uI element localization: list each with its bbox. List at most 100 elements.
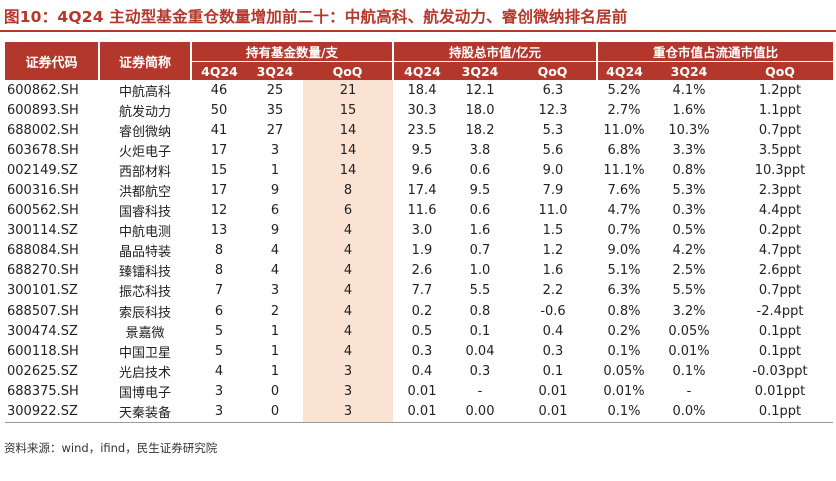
cell-ratio-3q24: 0.8% (672, 162, 706, 178)
cell-holders-4q24: 46 (210, 82, 228, 98)
cell-holders-4q24: 6 (214, 303, 224, 319)
cell-mktcap-3q24: 5.5 (469, 283, 491, 299)
cell-ratio-qoq: 0.1ppt (758, 323, 802, 339)
cell-ratio-4q24: 0.01% (603, 383, 645, 399)
cell-name: 光启技术 (118, 365, 171, 381)
cell-holders-3q24: 0 (270, 383, 280, 399)
table-row: 600118.SH 中国卫星 5 1 4 0.3 0.04 0.3 0.1% 0.01% 0.1pp… (5, 341, 833, 362)
cell-ratio-3q24: 5.5% (672, 283, 706, 299)
cell-holders-4q24: 17 (210, 142, 228, 158)
cell-ratio-4q24: 9.0% (607, 243, 641, 259)
cell-mktcap-qoq: 1.5 (542, 223, 564, 239)
cell-holders-4q24: 13 (210, 223, 228, 239)
table-row: 600893.SH 航发动力 50 35 15 30.3 18.0 12.3 2.7% 1.6% 1… (5, 100, 833, 121)
cell-mktcap-4q24: 0.01 (407, 383, 437, 399)
cell-name: 国睿科技 (118, 205, 171, 221)
cell-name: 晶品特装 (118, 245, 171, 261)
table-row: 300101.SZ 振芯科技 7 3 4 7.7 5.5 2.2 6.3% 5.5% 0.7ppt (5, 280, 833, 302)
cell-name: 索辰科技 (118, 305, 171, 321)
cell-holders-3q24: 9 (270, 223, 280, 239)
cell-mktcap-4q24: 0.4 (411, 363, 433, 379)
cell-mktcap-3q24: 0.3 (469, 363, 491, 379)
cell-holders-qoq: 3 (303, 401, 393, 423)
cell-mktcap-3q24: - (477, 383, 483, 399)
cell-name: 景嘉微 (125, 325, 165, 341)
cell-name: 火炬电子 (118, 144, 171, 160)
cell-code: 002149.SZ (7, 162, 78, 178)
cell-mktcap-4q24: 23.5 (407, 122, 437, 138)
cell-mktcap-3q24: 1.6 (469, 223, 491, 239)
cell-holders-4q24: 7 (214, 283, 224, 299)
cell-mktcap-4q24: 30.3 (407, 102, 437, 118)
subheader-holders-qoq: QoQ (303, 61, 393, 80)
cell-name: 洪都航空 (118, 185, 171, 201)
cell-code: 603678.SH (7, 142, 79, 158)
cell-holders-4q24: 5 (214, 343, 224, 359)
cell-ratio-3q24: 0.0% (651, 401, 727, 423)
cell-ratio-3q24: 3.3% (672, 142, 706, 158)
subheader-ratio-qoq: QoQ (727, 61, 833, 80)
cell-code: 688084.SH (7, 243, 79, 259)
cell-mktcap-4q24: 17.4 (407, 183, 437, 199)
cell-ratio-qoq: 2.6ppt (758, 263, 802, 279)
cell-holders-qoq: 21 (303, 80, 393, 101)
cell-holders-3q24: 1 (270, 363, 280, 379)
cell-holders-3q24: 4 (270, 263, 280, 279)
cell-ratio-3q24: 0.05% (668, 323, 710, 339)
cell-holders-3q24: 6 (270, 203, 280, 219)
cell-code: 300474.SZ (7, 323, 78, 339)
cell-mktcap-qoq: 1.6 (542, 263, 564, 279)
subheader-mktcap-qoq: QoQ (509, 61, 597, 80)
cell-mktcap-4q24: 18.4 (407, 82, 437, 98)
cell-holders-3q24: 1 (270, 323, 280, 339)
cell-ratio-4q24: 11.1% (603, 162, 645, 178)
cell-ratio-4q24: 0.1% (597, 401, 651, 423)
header-code: 证券代码 (5, 42, 99, 80)
cell-ratio-4q24: 0.7% (607, 223, 641, 239)
cell-ratio-3q24: 5.3% (672, 183, 706, 199)
cell-code: 600118.SH (7, 343, 79, 359)
cell-ratio-qoq: 0.7ppt (758, 283, 802, 299)
subheader-holders-3q24: 3Q24 (247, 61, 303, 80)
cell-holders-qoq: 4 (303, 321, 393, 342)
cell-mktcap-4q24: 11.6 (407, 203, 437, 219)
cell-ratio-qoq: 0.1ppt (758, 343, 802, 359)
cell-ratio-3q24: 2.5% (672, 263, 706, 279)
cell-mktcap-3q24: 0.04 (465, 343, 495, 359)
table-row: 603678.SH 火炬电子 17 3 14 9.5 3.8 5.6 6.8% 3.3% 3.5pp… (5, 140, 833, 161)
cell-holders-3q24: 27 (266, 122, 284, 138)
cell-holders-4q24: 50 (210, 102, 228, 118)
header-group-fund-holders: 持有基金数量/支 (190, 42, 393, 62)
cell-mktcap-qoq: 6.3 (542, 82, 564, 98)
cell-holders-3q24: 0 (247, 401, 303, 423)
table-row: 002625.SZ 光启技术 4 1 3 0.4 0.3 0.1 0.05% 0.1% -0.03p… (5, 361, 833, 382)
cell-mktcap-3q24: 18.0 (465, 102, 495, 118)
cell-code: 600862.SH (7, 82, 79, 98)
cell-holders-qoq: 14 (303, 140, 393, 161)
table-row: 002149.SZ 西部材料 15 1 14 9.6 0.6 9.0 11.1% 0.8% 10.3… (5, 160, 833, 181)
cell-holders-qoq: 6 (303, 200, 393, 221)
cell-mktcap-3q24: 12.1 (465, 82, 495, 98)
cell-ratio-4q24: 4.7% (607, 203, 641, 219)
cell-holders-qoq: 14 (303, 160, 393, 181)
cell-mktcap-qoq: 1.2 (542, 243, 564, 259)
cell-ratio-qoq: 0.7ppt (758, 122, 802, 138)
cell-mktcap-qoq: 7.9 (542, 183, 564, 199)
cell-mktcap-qoq: 5.6 (542, 142, 564, 158)
cell-name: 国博电子 (118, 385, 171, 401)
cell-ratio-qoq: 10.3ppt (754, 162, 806, 178)
cell-mktcap-qoq: 0.01 (509, 401, 597, 423)
cell-mktcap-4q24: 2.6 (411, 263, 433, 279)
cell-holders-3q24: 4 (270, 243, 280, 259)
cell-holders-4q24: 4 (214, 363, 224, 379)
cell-ratio-qoq: 3.5ppt (758, 142, 802, 158)
cell-mktcap-qoq: 9.0 (542, 162, 564, 178)
cell-ratio-qoq: 4.4ppt (758, 203, 802, 219)
cell-mktcap-qoq: 0.1 (542, 363, 564, 379)
cell-name: 臻镭科技 (118, 265, 171, 281)
cell-holders-4q24: 3 (191, 401, 247, 423)
cell-mktcap-3q24: 1.0 (469, 263, 491, 279)
cell-mktcap-3q24: 18.2 (465, 122, 495, 138)
cell-mktcap-4q24: 3.0 (411, 223, 433, 239)
cell-holders-qoq: 8 (303, 180, 393, 201)
